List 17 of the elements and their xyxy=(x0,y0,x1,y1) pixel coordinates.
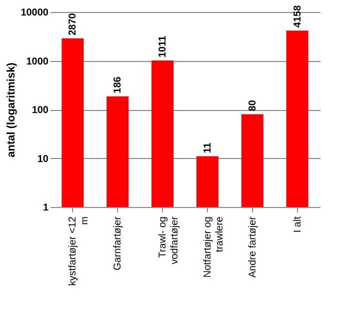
x-tick-label: I alt xyxy=(292,216,304,233)
y-axis-title: antal (logaritmisk) xyxy=(6,62,18,158)
data-label: 11 xyxy=(202,142,214,154)
data-label: 4158 xyxy=(292,4,304,28)
data-label: 2870 xyxy=(68,12,79,36)
x-tick-label: Trawl- og vodfartøjer xyxy=(158,216,181,264)
y-tick-label: 10 xyxy=(37,154,49,165)
x-tick-label: Andre fartøjer xyxy=(247,216,258,278)
x-tick-label: Garnfartøjer xyxy=(112,216,124,270)
x-tick-label: kystfartøjer <12 m xyxy=(68,216,91,286)
y-tick-label: 1 xyxy=(42,202,49,214)
data-label: 1011 xyxy=(158,35,169,58)
data-label: 186 xyxy=(112,76,124,94)
y-tick-label: 1000 xyxy=(26,56,49,68)
y-tick-label: 100 xyxy=(32,105,49,116)
data-label: 80 xyxy=(247,100,258,112)
y-tick-label: 10000 xyxy=(20,8,49,18)
